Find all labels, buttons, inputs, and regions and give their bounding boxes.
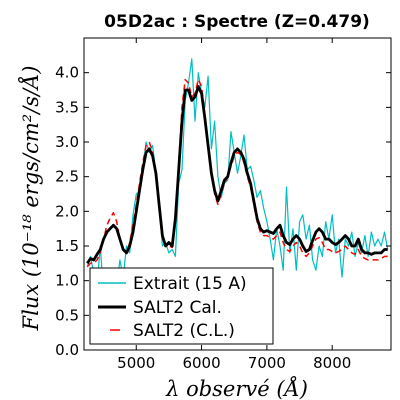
y-tick-label: 1.0 bbox=[55, 272, 79, 290]
y-tick-label: 4.0 bbox=[55, 64, 79, 82]
series-line-salt2-cal bbox=[86, 85, 388, 265]
y-tick-label: 2.0 bbox=[55, 202, 79, 220]
chart-title: 05D2ac : Spectre (Z=0.479) bbox=[104, 12, 370, 32]
x-tick-label: 6000 bbox=[182, 354, 220, 372]
y-axis-label: Flux (10⁻¹⁸ ergs/cm²/s/Å) bbox=[18, 66, 43, 332]
legend-label-salt2-cal: SALT2 Cal. bbox=[133, 298, 222, 318]
y-tick-label: 0.5 bbox=[55, 306, 79, 324]
x-axis-label: λ observé (Å) bbox=[165, 376, 308, 400]
plot-frame bbox=[83, 37, 392, 351]
y-tick-label: 1.5 bbox=[55, 237, 79, 255]
x-tick-label: 8000 bbox=[313, 354, 351, 372]
y-tick-label: 0.0 bbox=[55, 341, 79, 359]
series-layer bbox=[86, 58, 389, 303]
y-tick-label: 3.5 bbox=[55, 98, 79, 116]
ticks-layer: 5000 6000 7000 8000 0.0 0.5 1.0 1.5 2.0 2.5 3.0 3.5… bbox=[55, 38, 391, 372]
x-tick-label: 7000 bbox=[248, 354, 286, 372]
y-tick-label: 2.5 bbox=[55, 168, 79, 186]
legend-label-extrait: Extrait (15 A) bbox=[133, 274, 247, 294]
legend-label-salt2-cl: SALT2 (C.L.) bbox=[133, 321, 235, 341]
series-line-extrait bbox=[86, 58, 389, 303]
x-tick-label: 5000 bbox=[117, 354, 155, 372]
legend: Extrait (15 A) SALT2 Cal. SALT2 (C.L.) bbox=[89, 267, 274, 345]
y-tick-label: 3.0 bbox=[55, 133, 79, 151]
